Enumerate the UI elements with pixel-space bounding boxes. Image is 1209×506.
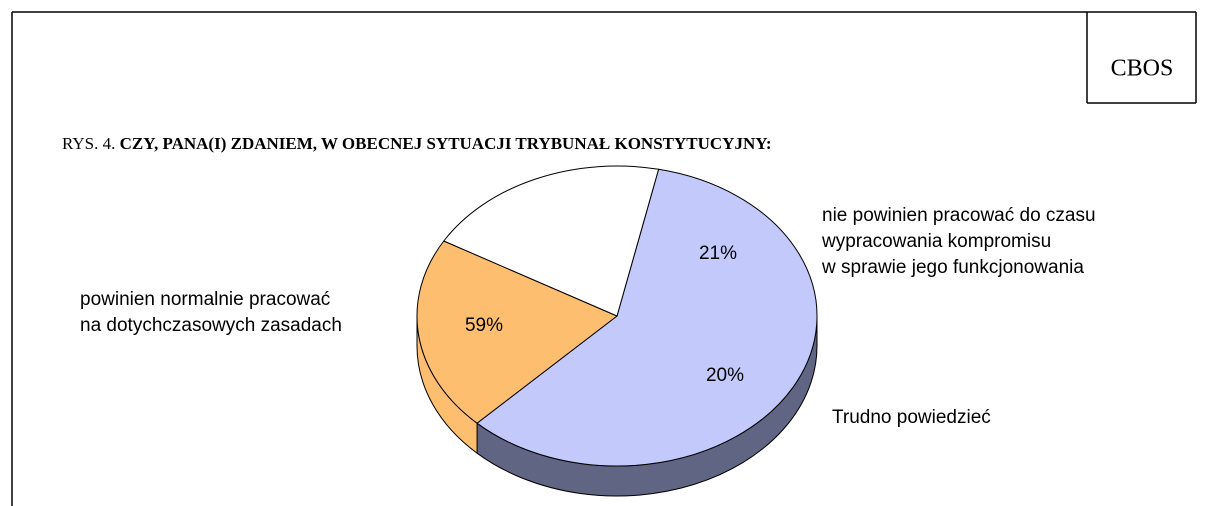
pie-slice	[476, 168, 818, 467]
value-label: 59%	[465, 315, 503, 336]
category-label: Trudno powiedzieć	[832, 407, 991, 428]
source: CBOS	[1111, 56, 1174, 82]
pie-slice	[443, 165, 660, 317]
category-label: w sprawie jego funkcjonowania	[821, 257, 1084, 278]
chart-title: RYS. 4. CZY, PANA(I) ZDANIEM, W OBECNEJ …	[62, 134, 772, 153]
value-label: 21%	[699, 243, 737, 264]
category-label: powinien normalnie pracować	[80, 289, 330, 310]
pie-slice	[416, 240, 618, 424]
category-label: wypracowania kompromisu	[821, 231, 1051, 252]
category-label: na dotychczasowych zasadach	[80, 315, 342, 336]
category-label: nie powinien pracować do czasu	[822, 205, 1096, 226]
frame	[11, 11, 1197, 506]
title-text: CZY, PANA(I) ZDANIEM, W OBECNEJ SYTUACJI…	[120, 134, 772, 153]
value-label: 20%	[706, 365, 744, 386]
title-prefix: RYS. 4.	[62, 134, 115, 153]
